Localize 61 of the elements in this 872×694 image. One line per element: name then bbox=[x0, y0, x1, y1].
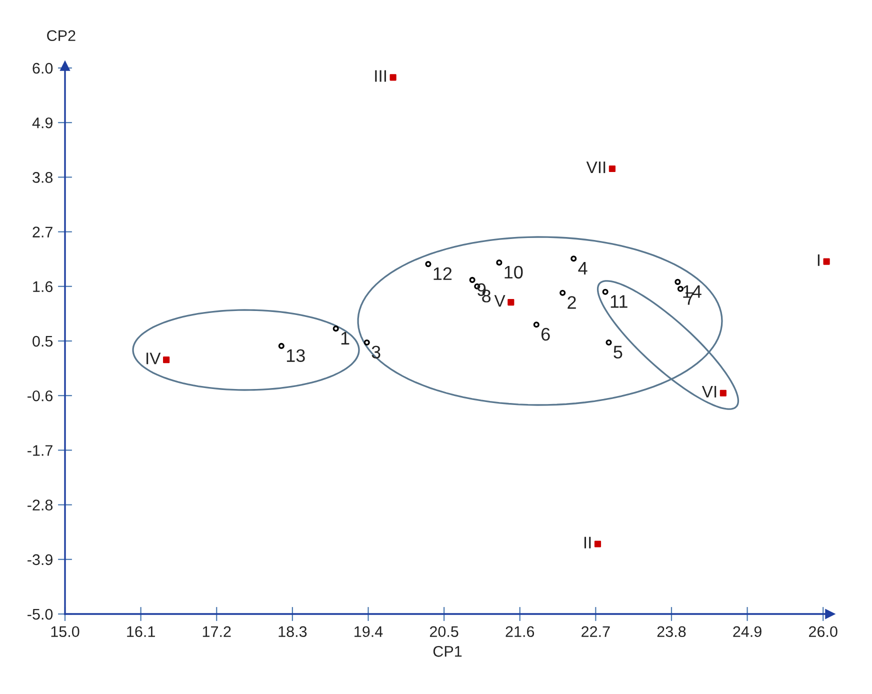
y-tick-label: 1.6 bbox=[33, 281, 53, 292]
annotation: V bbox=[494, 295, 506, 307]
annotation: VII bbox=[586, 162, 606, 174]
x-tick-label: 21.6 bbox=[506, 626, 534, 638]
x-tick-label: 26.0 bbox=[809, 626, 838, 638]
y-tick-label: 0.5 bbox=[32, 336, 53, 347]
annotation: 12 bbox=[434, 267, 452, 280]
point bbox=[163, 356, 170, 364]
point bbox=[332, 326, 339, 332]
y-tick-label: 6.0 bbox=[32, 62, 53, 74]
annotation: I bbox=[818, 254, 820, 266]
point bbox=[677, 286, 684, 292]
point bbox=[533, 322, 540, 328]
point bbox=[594, 540, 602, 548]
x-axis-title: CP1 bbox=[433, 646, 462, 657]
x-tick-label: 23.8 bbox=[657, 626, 686, 638]
annotation: 5 bbox=[614, 346, 622, 359]
x-tick-label: 18.3 bbox=[278, 626, 307, 638]
point bbox=[602, 288, 608, 295]
point bbox=[608, 165, 616, 172]
point bbox=[508, 298, 514, 306]
y-tick-label: 2.7 bbox=[32, 226, 52, 238]
annotation: 10 bbox=[504, 266, 523, 279]
point bbox=[364, 339, 370, 346]
x-tick-label: 20.5 bbox=[430, 626, 458, 638]
point bbox=[606, 339, 612, 346]
annotation: 1 bbox=[341, 332, 350, 344]
annotation: 11 bbox=[610, 295, 628, 308]
x-tick-label: 24.9 bbox=[733, 626, 762, 638]
annotation: VI bbox=[702, 386, 716, 398]
annotation: II bbox=[584, 536, 591, 548]
point bbox=[278, 342, 284, 349]
x-tick-label: 17.2 bbox=[202, 626, 231, 637]
annotation: 13 bbox=[286, 349, 305, 362]
point bbox=[496, 260, 502, 266]
y-tick-label: -3.9 bbox=[28, 554, 52, 566]
y-tick-label: 4.9 bbox=[32, 117, 52, 128]
x-tick-label: 22.7 bbox=[582, 626, 610, 637]
point bbox=[570, 256, 577, 262]
y-tick-label: -1.7 bbox=[28, 445, 52, 456]
x-tick-label: 19.4 bbox=[354, 626, 383, 638]
annotation: 3 bbox=[372, 346, 380, 359]
point bbox=[469, 276, 476, 283]
point bbox=[674, 278, 681, 285]
annotation: IV bbox=[146, 352, 161, 364]
annotation: III bbox=[375, 70, 386, 82]
y-tick-label: -2.8 bbox=[28, 500, 53, 510]
y-tick-label: -0.6 bbox=[28, 390, 53, 402]
y-axis-title: CP2 bbox=[47, 30, 76, 42]
y-tick-label: 3.8 bbox=[32, 172, 53, 183]
point bbox=[720, 390, 726, 396]
point bbox=[560, 290, 566, 296]
annotation: 6 bbox=[541, 328, 550, 341]
point bbox=[425, 261, 432, 268]
point bbox=[390, 74, 396, 81]
point bbox=[823, 258, 830, 265]
annotation: 2 bbox=[568, 296, 576, 309]
y-tick-label: -5.0 bbox=[28, 608, 53, 620]
x-tick-label: 16.1 bbox=[127, 626, 155, 638]
x-tick-label: 15.0 bbox=[51, 626, 80, 638]
annotation: 4 bbox=[578, 262, 588, 274]
